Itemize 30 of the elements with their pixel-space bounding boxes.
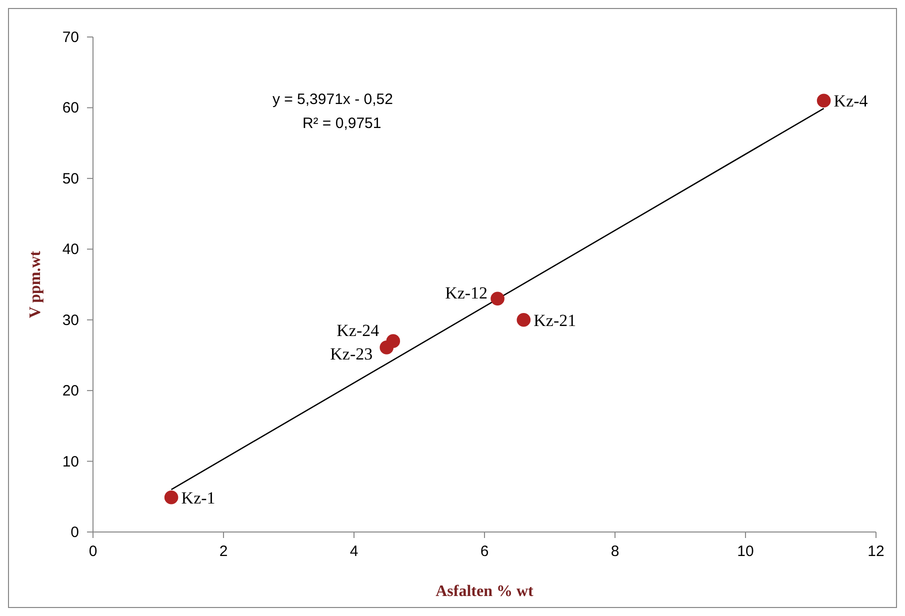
point (380, 340, 394, 354)
annotation: Kz-21 (534, 310, 576, 330)
annotation: Kz-23 (330, 344, 373, 364)
annotation: Kz-4 (834, 92, 868, 111)
x-tick-label: 6 (480, 543, 489, 560)
y-tick-label: 60 (62, 100, 79, 117)
x-tick-label: 0 (88, 543, 98, 560)
y-tick-label: 20 (62, 382, 79, 400)
point (816, 94, 831, 108)
x-tick-label: 8 (610, 543, 620, 560)
y-tick-label: 70 (62, 29, 79, 46)
y-tick-label: 10 (62, 453, 79, 470)
y-tick-label: 50 (62, 170, 79, 188)
annotation: Kz-24 (336, 321, 380, 340)
annotation: R² = 0,9751 (302, 115, 382, 132)
x-tick-label: 10 (737, 543, 754, 560)
point (490, 292, 504, 306)
y-tick-label: 30 (62, 312, 79, 329)
x-tick-label: 12 (868, 543, 884, 560)
x-tick-label: 2 (219, 543, 228, 560)
point (516, 312, 531, 327)
y-axis-title: V ppm.wt (27, 250, 44, 318)
x-tick-label: 4 (350, 543, 358, 560)
annotation: y = 5,3971x - 0,52 (272, 91, 393, 108)
x-axis-title: Asfalten % wt (436, 583, 534, 600)
y-tick-label: 0 (70, 524, 79, 541)
annotation: Kz-12 (445, 284, 488, 303)
point (164, 490, 178, 504)
y-tick-label: 40 (62, 241, 79, 258)
annotation: Kz-1 (181, 488, 216, 508)
